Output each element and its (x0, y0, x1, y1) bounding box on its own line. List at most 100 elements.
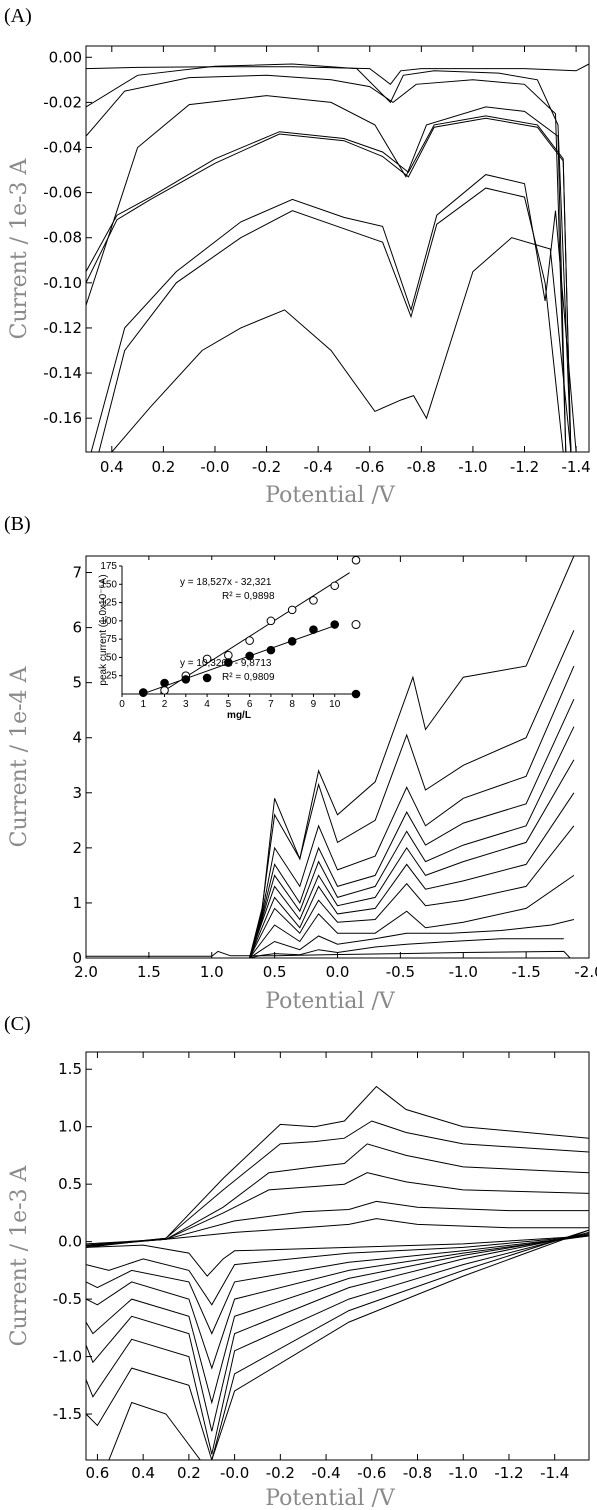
inset-y-tick-label: 150 (100, 579, 117, 590)
y-tick-label: 0 (72, 949, 82, 967)
series-line-1 (86, 63, 572, 452)
inset-point-filled (202, 673, 212, 683)
inset-point-filled (160, 678, 169, 688)
inset-point-open (309, 596, 318, 605)
series-line-0 (86, 63, 589, 85)
x-tick-label: -1.2 (510, 458, 539, 476)
inset-point-filled (245, 651, 254, 661)
x-tick-label: 1.0 (200, 963, 224, 981)
inset-fit-line-filled (143, 625, 335, 695)
x-tick-label: -1.4 (540, 1464, 569, 1482)
x-tick-label: -0.0 (200, 458, 229, 476)
inset-x-tick-label: 10 (329, 699, 341, 710)
inset-point-open (202, 654, 212, 664)
x-tick-label: 1.5 (137, 963, 161, 981)
inset-y-title: peak current (1,0x10⁻⁶A) (98, 574, 109, 685)
series-line-6 (90, 174, 577, 452)
series-line-2 (86, 1172, 589, 1246)
y-axis-title: Current / 1e-3 A (7, 1164, 32, 1346)
x-tick-label: 0.2 (177, 1464, 201, 1482)
x-tick-label: 0.4 (131, 1464, 155, 1482)
y-tick-label: 0.5 (58, 1175, 82, 1193)
series-line-4 (86, 115, 572, 452)
x-tick-label: -0.8 (403, 1464, 432, 1482)
series-line-4 (249, 825, 575, 958)
inset-r2-filled: R² = 0,9809 (222, 672, 275, 683)
inset-r2-open: R² = 0,9898 (222, 591, 275, 602)
inset-point-open (351, 620, 361, 630)
y-tick-label: -1.5 (53, 1405, 82, 1423)
series-line-5 (86, 1085, 589, 1248)
y-tick-label: 0.0 (58, 1233, 82, 1251)
x-tick-label: -0.8 (407, 458, 436, 476)
inset-point-filled (138, 688, 148, 697)
inset-x-tick-label: 4 (204, 699, 210, 710)
y-tick-label: 4 (72, 729, 82, 747)
series-line-10 (249, 630, 575, 958)
inset-x-tick-label: 2 (162, 699, 168, 710)
x-tick-label: 0.6 (86, 1464, 110, 1482)
x-tick-label: -0.5 (386, 963, 415, 981)
x-axis-title: Potential /V (265, 989, 396, 1014)
inset-x-tick-label: 7 (268, 699, 274, 710)
y-tick-label: -0.06 (43, 184, 82, 202)
series-line-0 (86, 950, 577, 958)
y-tick-label: 5 (72, 674, 82, 692)
y-tick-label: 0.00 (49, 48, 82, 66)
inset-point-filled (309, 625, 318, 634)
inset-point-open (266, 616, 276, 626)
panel-label: (B) (4, 513, 31, 535)
series-line-7 (249, 726, 575, 958)
plot-frame (85, 45, 590, 453)
x-tick-label: -0.4 (304, 458, 333, 476)
inset-point-open (330, 581, 340, 591)
inset-y-tick-label: 75 (106, 634, 118, 645)
inset-x-tick-label: 1 (140, 699, 146, 710)
inset-y-tick-label: 50 (106, 652, 118, 663)
y-tick-label: 6 (72, 619, 82, 637)
series-line-12 (86, 1231, 589, 1455)
chart-panel-2: (C) 0.6 0.4 0.2 -0.0 -0.2 -0.4 -0.6 -0.8 -1.0 -1.2… (4, 1013, 590, 1510)
x-tick-label: -2.0 (574, 963, 597, 981)
series-line-2 (86, 74, 567, 452)
chart-panel-1: (B) 2.0 1.5 1.0 0.5 0.0 -0.5 -1.0 -1.5 -2.0 0 1 2 3 4 5… (4, 513, 597, 1014)
series-line-9 (86, 1235, 589, 1370)
inset-x-tick-label: 8 (289, 699, 295, 710)
x-tick-label: 2.0 (74, 963, 98, 981)
series-line-9 (249, 665, 575, 958)
series-line-11 (86, 1233, 589, 1432)
inset-y-tick-label: 125 (100, 598, 117, 609)
inset-x-tick-label: 0 (119, 699, 125, 710)
inset-point-filled (224, 658, 233, 667)
series-line-10 (86, 1234, 589, 1405)
x-tick-label: -1.2 (494, 1464, 523, 1482)
x-tick-label: -0.6 (355, 458, 384, 476)
series-line-5 (86, 117, 572, 452)
inset-point-filled (181, 675, 191, 684)
inset-y-tick-label: 25 (106, 671, 118, 682)
x-tick-label: -1.0 (458, 458, 487, 476)
inset-point-filled (330, 620, 340, 629)
chart-panel-0: (A) 0.4 0.2 -0.0 -0.2 -0.4 -0.6 -0.8 -1.0 -1.2 -1.… (4, 5, 591, 508)
x-axis-title: Potential /V (265, 1486, 396, 1510)
series-group (86, 63, 589, 452)
x-tick-label: -0.6 (357, 1464, 386, 1482)
series-line-14 (86, 1229, 589, 1460)
y-tick-label: -0.02 (43, 93, 82, 111)
series-line-0 (86, 1218, 589, 1245)
y-tick-label: 1.0 (58, 1118, 82, 1136)
x-tick-label: -0.0 (220, 1464, 249, 1482)
x-tick-label: -0.4 (311, 1464, 340, 1482)
x-tick-label: -1.5 (511, 963, 540, 981)
inset-point-filled (351, 689, 361, 699)
inset-x-tick-label: 9 (311, 699, 317, 710)
x-tick-label: 0.0 (326, 963, 350, 981)
panel-label: (A) (4, 5, 32, 27)
inset-chart: 0 1 2 3 4 5 6 7 8 9 10 25 50 75 100 125 150 175 mg/L peak c… (96, 555, 362, 722)
inset-x-tick-label: 3 (183, 699, 189, 710)
x-tick-label: -1.4 (561, 458, 590, 476)
x-tick-label: -1.0 (449, 1464, 478, 1482)
y-axis-title: Current / 1e-3 A (7, 157, 32, 339)
x-tick-label: 0.2 (151, 458, 175, 476)
